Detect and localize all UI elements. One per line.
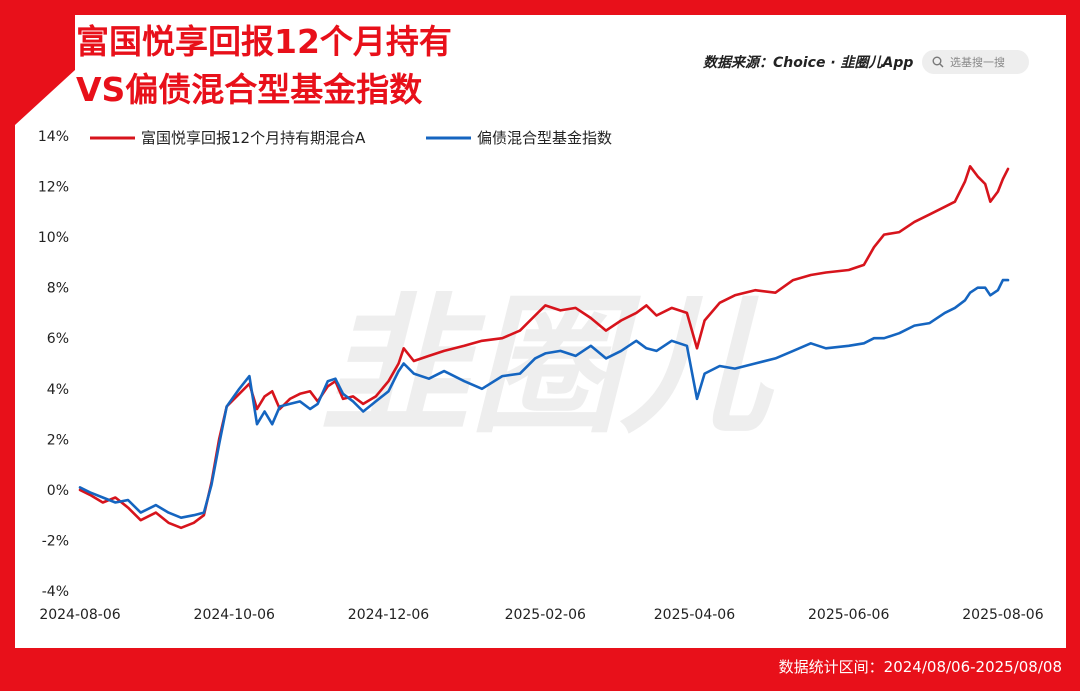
legend-label-1: 富国悦享回报12个月持有期混合A	[141, 129, 366, 147]
chart-title-line2: VS偏债混合型基金指数	[76, 70, 423, 109]
series-lines	[78, 165, 1010, 530]
axis-labels: 14% 12% 10% 8% 6% 4% 2% 0% -2% -4% 2024-08-06 2024-…	[38, 129, 1044, 623]
date-range: 数据统计区间：2024/08/06-2025/08/08	[778, 658, 1062, 676]
x-tick-label: 2025-04-06	[654, 607, 735, 623]
y-tick-label: 8%	[47, 281, 69, 297]
search-placeholder: 选基搜一搜	[950, 56, 1005, 69]
search-box[interactable]: 选基搜一搜	[922, 50, 1029, 74]
legend: 富国悦享回报12个月持有期混合A 偏债混合型基金指数	[90, 129, 612, 147]
x-tick-label: 2025-08-06	[962, 607, 1043, 623]
series-line-2	[78, 278, 1010, 520]
x-tick-label: 2024-10-06	[194, 607, 275, 623]
y-tick-label: 10%	[38, 230, 69, 246]
y-tick-label: 6%	[47, 331, 69, 347]
y-tick-label: 0%	[47, 483, 69, 499]
chart-panel	[15, 15, 1066, 648]
y-tick-label: 2%	[47, 432, 69, 448]
x-tick-label: 2025-06-06	[808, 607, 889, 623]
x-tick-label: 2024-12-06	[348, 607, 429, 623]
y-tick-label: -2%	[42, 533, 69, 549]
chart-title-line1: 富国悦享回报12个月持有	[76, 22, 452, 61]
data-source: 数据来源：Choice · 韭圈儿App	[703, 55, 914, 71]
y-tick-label: -4%	[42, 584, 69, 600]
x-tick-label: 2025-02-06	[505, 607, 586, 623]
x-tick-label: 2024-08-06	[39, 607, 120, 623]
y-tick-label: 14%	[38, 129, 69, 145]
legend-label-2: 偏债混合型基金指数	[477, 129, 612, 147]
search-icon	[932, 56, 944, 68]
y-tick-label: 4%	[47, 382, 69, 398]
y-tick-label: 12%	[38, 180, 69, 196]
